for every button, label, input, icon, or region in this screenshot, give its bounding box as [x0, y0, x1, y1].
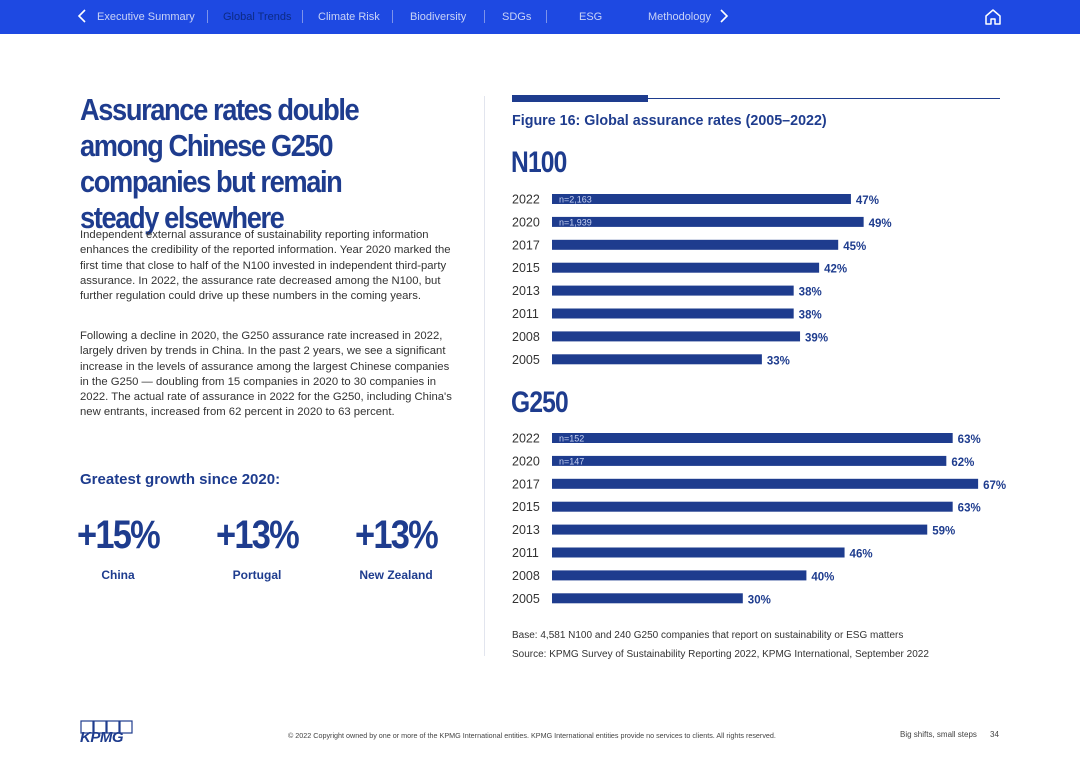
- kpmg-logo: KPMG: [80, 720, 136, 746]
- bar-value-label: 39%: [805, 332, 828, 344]
- bar-sample-size: n=147: [559, 456, 584, 466]
- year-label: 2011: [512, 307, 539, 321]
- bar: [552, 239, 839, 250]
- bar: [552, 216, 864, 227]
- column-divider: [484, 96, 485, 656]
- top-navigation: Executive Summary Global Trends Climate …: [0, 0, 1080, 34]
- bar: [552, 593, 743, 604]
- chart-title-n100: N100: [511, 146, 567, 179]
- nav-item-methodology[interactable]: Methodology: [648, 11, 711, 23]
- nav-separator: [207, 10, 208, 23]
- bar: [552, 455, 947, 466]
- bar: [552, 194, 851, 204]
- bar-value-label: 38%: [799, 287, 822, 299]
- bar: [552, 570, 807, 581]
- stat-label: Portugal: [232, 568, 282, 582]
- figure-accent-line: [648, 98, 1000, 99]
- bar: [552, 262, 820, 273]
- bar: [552, 478, 979, 489]
- stat-portugal: +13% Portugal: [202, 512, 312, 582]
- stat-label: New Zealand: [359, 568, 433, 582]
- bar: [552, 524, 928, 535]
- stat-value: +13%: [354, 513, 439, 557]
- bar-value-label: 46%: [850, 549, 873, 561]
- nav-separator: [546, 10, 547, 23]
- nav-separator: [302, 10, 303, 23]
- year-label: 2011: [512, 546, 539, 560]
- year-label: 2005: [512, 353, 540, 367]
- nav-item-sdgs[interactable]: SDGs: [502, 11, 532, 23]
- year-label: 2020: [512, 454, 540, 468]
- bar-sample-size: n=152: [559, 434, 584, 444]
- growth-title: Greatest growth since 2020:: [80, 471, 281, 488]
- bar-value-label: 49%: [869, 218, 892, 230]
- bar-value-label: 63%: [958, 434, 981, 446]
- nav-item-executive-summary[interactable]: Executive Summary: [97, 11, 195, 23]
- bar: [552, 308, 794, 319]
- copyright-text: © 2022 Copyright owned by one or more of…: [288, 731, 776, 740]
- stat-label: China: [101, 568, 135, 582]
- stat-value: +13%: [215, 513, 300, 557]
- nav-separator: [484, 10, 485, 23]
- bar-value-label: 42%: [824, 264, 847, 276]
- bar: [552, 285, 794, 296]
- bar-value-label: 30%: [748, 594, 771, 606]
- chevron-right-icon[interactable]: [716, 8, 732, 29]
- page-number: 34: [990, 730, 999, 739]
- bar-value-label: 38%: [799, 310, 822, 322]
- stat-value: +15%: [76, 513, 161, 557]
- bar: [552, 547, 845, 558]
- bar-value-label: 33%: [767, 355, 790, 367]
- bar-value-label: 59%: [932, 526, 955, 538]
- year-label: 2017: [512, 477, 540, 491]
- bar: [552, 433, 953, 443]
- year-label: 2015: [512, 261, 540, 275]
- bar: [552, 354, 762, 365]
- bar-value-label: 62%: [951, 457, 974, 469]
- year-label: 2022: [512, 432, 540, 446]
- bar: [552, 331, 801, 342]
- bar-value-label: 40%: [811, 571, 834, 583]
- year-label: 2013: [512, 284, 540, 298]
- bar-sample-size: n=2,163: [559, 195, 592, 205]
- page-headline: Assurance rates double among Chinese G25…: [80, 92, 360, 235]
- nav-separator: [392, 10, 393, 23]
- publication-title: Big shifts, small steps: [900, 730, 977, 739]
- kpmg-logo-text: KPMG: [80, 729, 124, 746]
- bar-sample-size: n=1,939: [559, 217, 592, 227]
- year-label: 2022: [512, 193, 540, 207]
- g250-paragraph: Following a decline in 2020, the G250 as…: [80, 330, 452, 419]
- year-label: 2005: [512, 592, 540, 606]
- bar: [552, 501, 953, 512]
- year-label: 2008: [512, 330, 540, 344]
- base-note: Base: 4,581 N100 and 240 G250 companies …: [512, 630, 904, 641]
- nav-item-biodiversity[interactable]: Biodiversity: [410, 11, 467, 23]
- stat-china: +15% China: [63, 512, 173, 582]
- year-label: 2013: [512, 523, 540, 537]
- year-label: 2017: [512, 238, 540, 252]
- nav-item-esg[interactable]: ESG: [579, 11, 603, 23]
- home-icon[interactable]: [984, 8, 1002, 26]
- bar-value-label: 47%: [856, 195, 879, 207]
- year-label: 2020: [512, 215, 540, 229]
- figure-title: Figure 16: Global assurance rates (2005–…: [512, 113, 827, 129]
- chart-title-g250: G250: [511, 386, 569, 419]
- nav-item-climate-risk[interactable]: Climate Risk: [318, 11, 380, 23]
- stat-new-zealand: +13% New Zealand: [341, 512, 451, 582]
- bar-value-label: 67%: [983, 480, 1006, 492]
- bar-value-label: 63%: [958, 503, 981, 515]
- nav-item-global-trends[interactable]: Global Trends: [223, 11, 292, 23]
- intro-paragraph: Independent external assurance of sustai…: [80, 229, 451, 303]
- chevron-left-icon[interactable]: [74, 8, 90, 29]
- bar-value-label: 45%: [843, 241, 866, 253]
- figure-accent-bar: [512, 95, 648, 102]
- year-label: 2008: [512, 569, 540, 583]
- year-label: 2015: [512, 500, 540, 514]
- source-note: Source: KPMG Survey of Sustainability Re…: [512, 649, 929, 660]
